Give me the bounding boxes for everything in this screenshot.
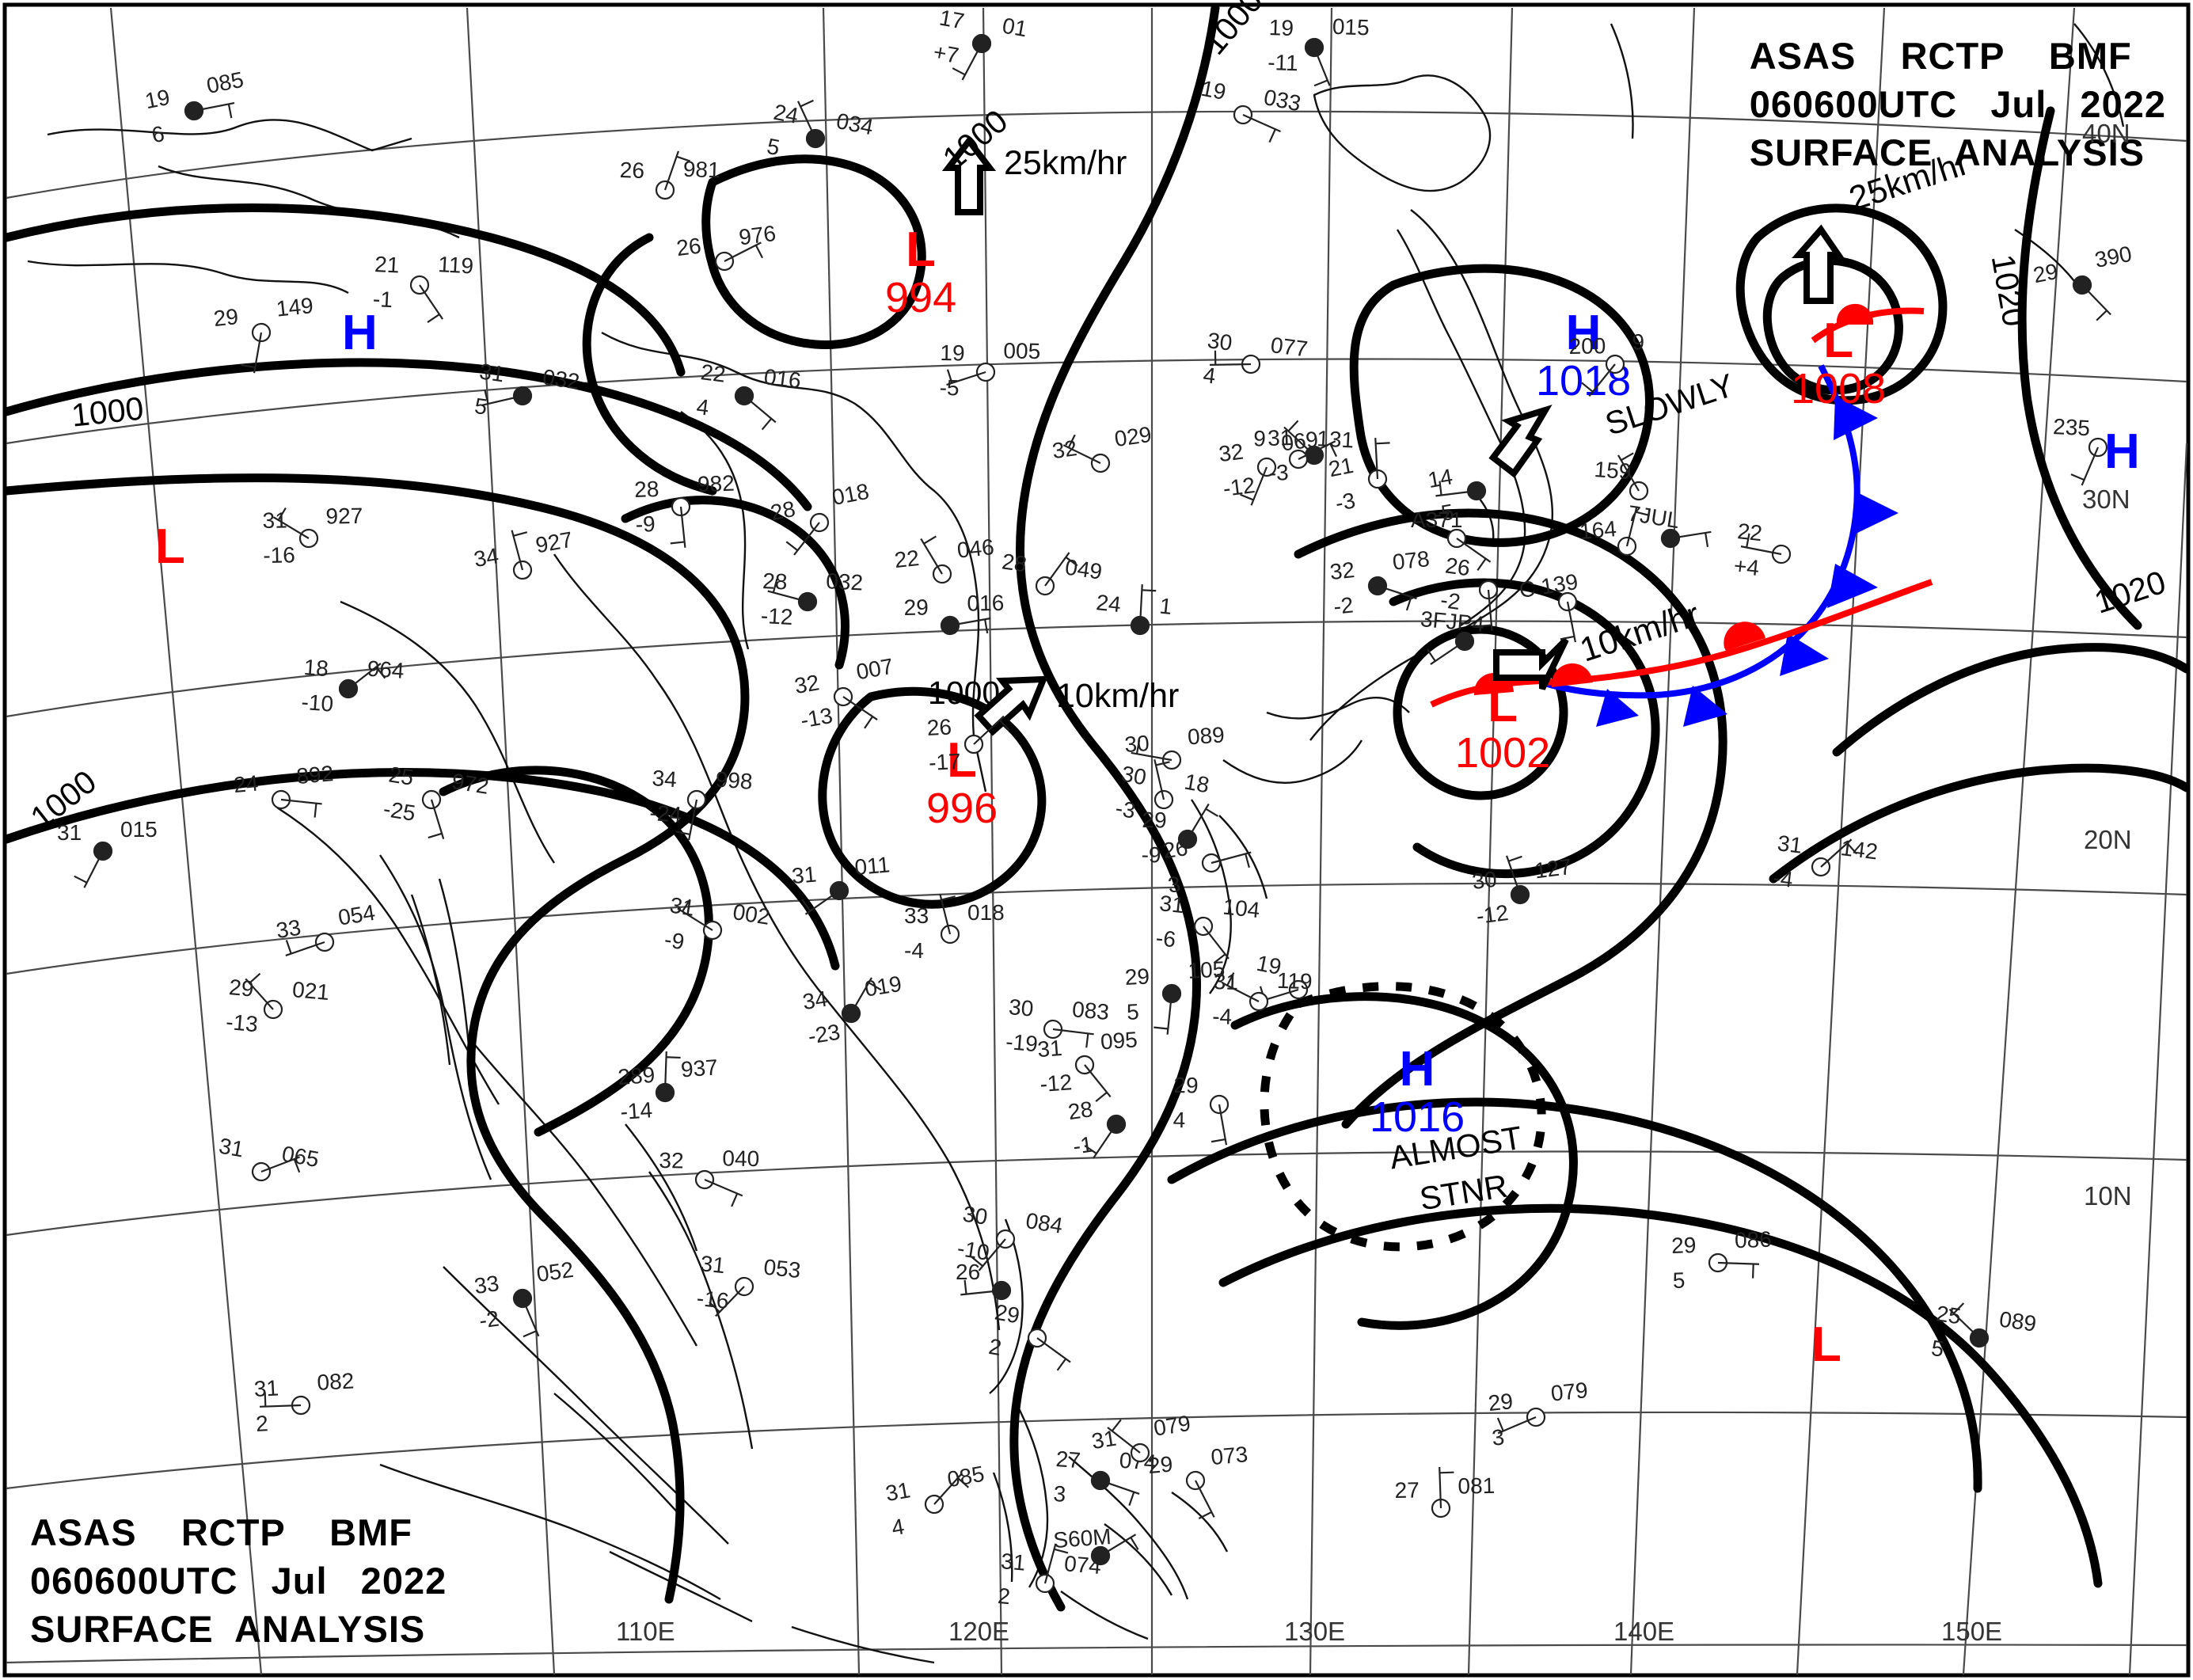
high-1016-label: H 1016 xyxy=(1370,1042,1465,1141)
header-line-3: SURFACE ANALYSIS xyxy=(1749,131,2145,174)
isobars xyxy=(5,5,2188,1612)
high-1018-letter: H xyxy=(1565,306,1602,360)
high-left-letter: H xyxy=(342,306,378,360)
high-right-letter: H xyxy=(2104,424,2140,479)
high-1018-label: H 1018 xyxy=(1536,306,1632,405)
high-left-label: H xyxy=(342,309,378,358)
high-1016-value: 1016 xyxy=(1370,1093,1465,1141)
low-lowerright-label: L xyxy=(1811,1321,1841,1370)
high-right-label: H xyxy=(2104,428,2140,477)
lat-label-20n: 20N xyxy=(2084,825,2132,854)
lon-label-150e: 150E xyxy=(1941,1617,2003,1646)
lon-label-120e: 120E xyxy=(948,1617,1010,1646)
low-994-value: 994 xyxy=(885,274,957,321)
footer-line-1: ASAS RCTP BMF xyxy=(30,1511,412,1553)
lat-label-30n: 30N xyxy=(2082,485,2130,514)
low-1008-letter: L xyxy=(1823,314,1853,368)
header-title-block: ASAS RCTP BMF 060600UTC Jul 2022 SURFACE… xyxy=(1750,32,2166,177)
motion-arrow-994 xyxy=(941,135,997,215)
low-996-label: L 996 xyxy=(926,736,998,830)
motion-arrow-1018 xyxy=(1488,405,1553,478)
isobar-label-5: 1000 xyxy=(928,675,1001,711)
low-lowerright-letter: L xyxy=(1811,1317,1841,1372)
motion-label-994: 25km/hr xyxy=(1004,144,1127,182)
motion-arrows xyxy=(941,135,1845,736)
high-1018-value: 1018 xyxy=(1536,357,1632,405)
low-left-label: L xyxy=(155,523,185,572)
isobar-label-3: 1000 xyxy=(70,390,146,434)
lon-label-130e: 130E xyxy=(1284,1617,1346,1646)
footer-line-2: 060600UTC Jul 2022 xyxy=(30,1559,447,1602)
motion-label-996: 10km/hr xyxy=(1056,677,1180,715)
low-996-value: 996 xyxy=(926,785,998,832)
lon-label-140e: 140E xyxy=(1613,1617,1675,1646)
high-1016-letter: H xyxy=(1399,1042,1435,1097)
footer-title-block: ASAS RCTP BMF 060600UTC Jul 2022 SURFACE… xyxy=(30,1508,447,1653)
cold-front-main xyxy=(1541,364,1898,727)
motion-arrow-1008 xyxy=(1792,224,1845,304)
low-1002-letter: L xyxy=(1488,678,1518,732)
header-line-2: 060600UTC Jul 2022 xyxy=(1749,83,2166,126)
low-1002-value: 1002 xyxy=(1455,729,1551,777)
motion-arrow-1002 xyxy=(1493,637,1569,690)
low-1002-label: L 1002 xyxy=(1455,678,1551,777)
lon-label-110e: 110E xyxy=(616,1617,675,1646)
footer-line-3: SURFACE ANALYSIS xyxy=(30,1607,426,1650)
low-1008-value: 1008 xyxy=(1791,365,1887,412)
coastlines xyxy=(27,23,2125,1664)
low-996-letter: L xyxy=(947,733,977,788)
dashed-isobar-1016 xyxy=(1260,982,1546,1252)
low-left-letter: L xyxy=(155,519,185,574)
low-994-letter: L xyxy=(906,222,936,277)
header-line-1: ASAS RCTP BMF xyxy=(1749,35,2132,77)
warm-front-1002 xyxy=(1430,579,1933,708)
warm-front-1008 xyxy=(1811,303,1925,344)
lat-label-40n: 40N xyxy=(2082,119,2130,148)
low-1008-label: L 1008 xyxy=(1791,314,1887,412)
low-994-label: L 994 xyxy=(885,222,957,321)
lat-label-10n: 10N xyxy=(2084,1181,2132,1211)
